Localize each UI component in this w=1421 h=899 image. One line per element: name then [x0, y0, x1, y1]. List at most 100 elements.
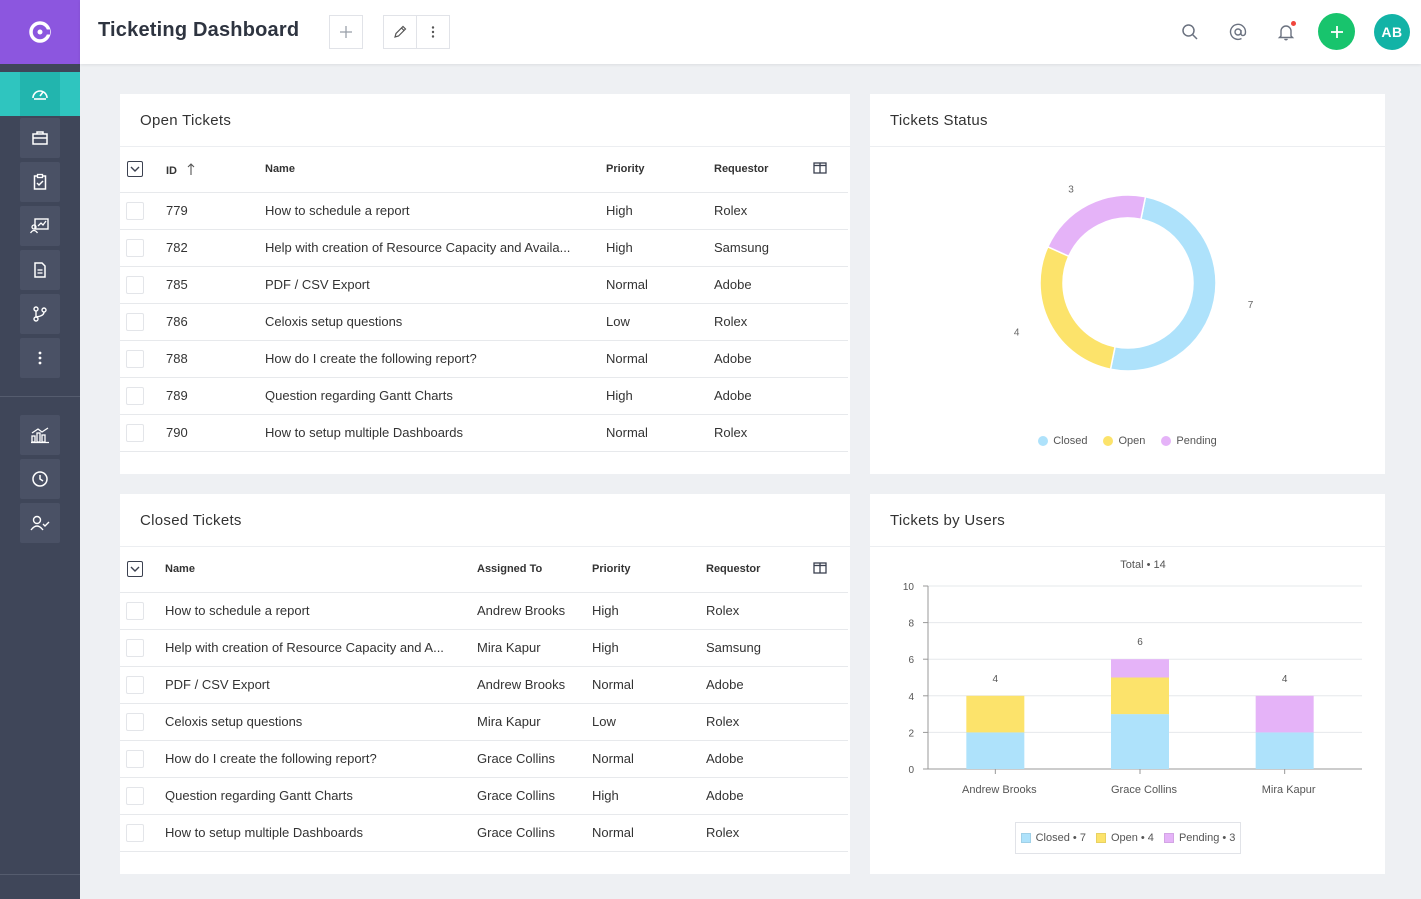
name-cell[interactable]: How to schedule a report — [165, 591, 477, 629]
bar-segment-open[interactable] — [966, 695, 1025, 733]
name-cell[interactable]: Question regarding Gantt Charts — [265, 376, 606, 414]
row-checkbox[interactable] — [126, 275, 144, 294]
row-checkbox[interactable] — [126, 786, 144, 805]
row-checkbox[interactable] — [126, 749, 144, 768]
column-header-requestor[interactable]: Requestor — [706, 563, 761, 576]
more-options-button[interactable] — [417, 16, 450, 48]
table-row[interactable]: Celoxis setup questions Mira Kapur Low R… — [120, 702, 848, 740]
add-widget-button[interactable] — [329, 15, 363, 49]
name-cell[interactable]: How to schedule a report — [265, 191, 606, 229]
ticket-name[interactable]: How do I create the following report? — [165, 751, 377, 766]
row-checkbox[interactable] — [126, 823, 144, 842]
row-checkbox[interactable] — [126, 638, 144, 657]
nav-tasks[interactable] — [20, 162, 60, 202]
bar-segment-open[interactable] — [1111, 677, 1169, 715]
ticket-name[interactable]: How to schedule a report — [265, 203, 410, 218]
edit-button[interactable] — [384, 16, 417, 48]
nav-documents[interactable] — [20, 250, 60, 290]
ticket-name[interactable]: Question regarding Gantt Charts — [165, 788, 353, 803]
name-cell[interactable]: How do I create the following report? — [165, 739, 477, 777]
ticket-name[interactable]: PDF / CSV Export — [265, 277, 370, 292]
ticket-name[interactable]: PDF / CSV Export — [165, 677, 270, 692]
name-cell[interactable]: Celoxis setup questions — [165, 702, 477, 740]
nav-timesheets[interactable] — [20, 459, 60, 499]
sort-ascending-icon[interactable] — [186, 162, 196, 176]
app-logo[interactable] — [0, 0, 80, 64]
name-cell[interactable]: Help with creation of Resource Capacity … — [265, 228, 606, 266]
table-row[interactable]: 785 PDF / CSV Export Normal Adobe — [120, 265, 848, 303]
nav-projects[interactable] — [20, 118, 60, 158]
select-all-checkbox[interactable] — [127, 561, 143, 578]
name-cell[interactable]: PDF / CSV Export — [165, 665, 477, 703]
ticket-name[interactable]: Help with creation of Resource Capacity … — [265, 240, 571, 255]
column-header-priority[interactable]: Priority — [606, 163, 645, 176]
row-checkbox[interactable] — [126, 349, 144, 368]
notifications-button[interactable] — [1274, 20, 1298, 44]
create-new-button[interactable] — [1318, 13, 1355, 50]
name-cell[interactable]: How to setup multiple Dashboards — [165, 813, 477, 852]
name-cell[interactable]: How do I create the following report? — [265, 339, 606, 377]
row-checkbox[interactable] — [126, 238, 144, 257]
bar-segment-pending[interactable] — [1255, 695, 1314, 733]
nav-resources[interactable] — [20, 206, 60, 246]
bar-segment-closed[interactable] — [1111, 714, 1169, 769]
ticket-name[interactable]: Celoxis setup questions — [265, 314, 403, 329]
donut-slice-closed[interactable] — [1109, 195, 1217, 372]
ticket-name[interactable]: How to schedule a report — [165, 603, 310, 618]
column-header-id[interactable]: ID — [160, 147, 265, 192]
table-row[interactable]: PDF / CSV Export Andrew Brooks Normal Ad… — [120, 665, 848, 703]
search-button[interactable] — [1178, 20, 1202, 44]
column-header-name[interactable]: Name — [165, 563, 195, 576]
table-row[interactable]: Question regarding Gantt Charts Grace Co… — [120, 776, 848, 814]
table-row[interactable]: Help with creation of Resource Capacity … — [120, 628, 848, 666]
row-checkbox[interactable] — [126, 712, 144, 731]
column-header-requestor[interactable]: Requestor — [714, 163, 769, 176]
nav-approvals[interactable] — [20, 503, 60, 543]
bar-segment-closed[interactable] — [1255, 732, 1314, 769]
column-header-priority[interactable]: Priority — [592, 563, 631, 576]
mentions-button[interactable] — [1226, 20, 1250, 44]
select-all-checkbox[interactable] — [127, 161, 143, 178]
user-avatar[interactable]: AB — [1374, 14, 1410, 50]
table-row[interactable]: 790 How to setup multiple Dashboards Nor… — [120, 413, 848, 452]
name-cell[interactable]: PDF / CSV Export — [265, 265, 606, 303]
name-cell[interactable]: How to setup multiple Dashboards — [265, 413, 606, 452]
table-row[interactable]: 788 How do I create the following report… — [120, 339, 848, 377]
bar-segment-closed[interactable] — [966, 732, 1025, 769]
row-checkbox[interactable] — [126, 675, 144, 694]
table-row[interactable]: 782 Help with creation of Resource Capac… — [120, 228, 848, 266]
legend-item-open[interactable]: Open • 4 — [1095, 832, 1154, 844]
donut-slice-open[interactable] — [1039, 245, 1116, 371]
column-header-assigned[interactable]: Assigned To — [477, 563, 543, 576]
name-cell[interactable]: Celoxis setup questions — [265, 302, 606, 340]
name-cell[interactable]: Help with creation of Resource Capacity … — [165, 628, 477, 666]
nav-workflow[interactable] — [20, 294, 60, 334]
legend-item-pending[interactable]: Pending • 3 — [1163, 832, 1235, 844]
legend-item-closed[interactable]: Closed • 7 — [1020, 832, 1086, 844]
name-cell[interactable]: Question regarding Gantt Charts — [165, 776, 477, 814]
row-checkbox[interactable] — [126, 601, 144, 620]
table-row[interactable]: How do I create the following report? Gr… — [120, 739, 848, 777]
ticket-name[interactable]: How to setup multiple Dashboards — [265, 425, 463, 440]
bar-segment-pending[interactable] — [1111, 659, 1169, 678]
columns-icon[interactable] — [813, 162, 827, 174]
nav-dashboard[interactable] — [0, 72, 80, 116]
nav-more[interactable] — [20, 338, 60, 378]
table-row[interactable]: 786 Celoxis setup questions Low Rolex — [120, 302, 848, 340]
column-header-name[interactable]: Name — [265, 163, 295, 176]
legend-item-open[interactable]: Open — [1103, 435, 1145, 447]
row-checkbox[interactable] — [126, 423, 144, 442]
columns-icon[interactable] — [813, 562, 827, 574]
nav-analytics[interactable] — [20, 415, 60, 455]
legend-item-closed[interactable]: Closed — [1038, 435, 1087, 447]
ticket-name[interactable]: How do I create the following report? — [265, 351, 477, 366]
row-checkbox[interactable] — [126, 201, 144, 220]
table-row[interactable]: How to setup multiple Dashboards Grace C… — [120, 813, 848, 852]
donut-slice-pending[interactable] — [1046, 194, 1147, 258]
row-checkbox[interactable] — [126, 386, 144, 405]
table-row[interactable]: 779 How to schedule a report High Rolex — [120, 191, 848, 229]
ticket-name[interactable]: Help with creation of Resource Capacity … — [165, 640, 444, 655]
ticket-name[interactable]: Question regarding Gantt Charts — [265, 388, 453, 403]
table-row[interactable]: 789 Question regarding Gantt Charts High… — [120, 376, 848, 414]
row-checkbox[interactable] — [126, 312, 144, 331]
